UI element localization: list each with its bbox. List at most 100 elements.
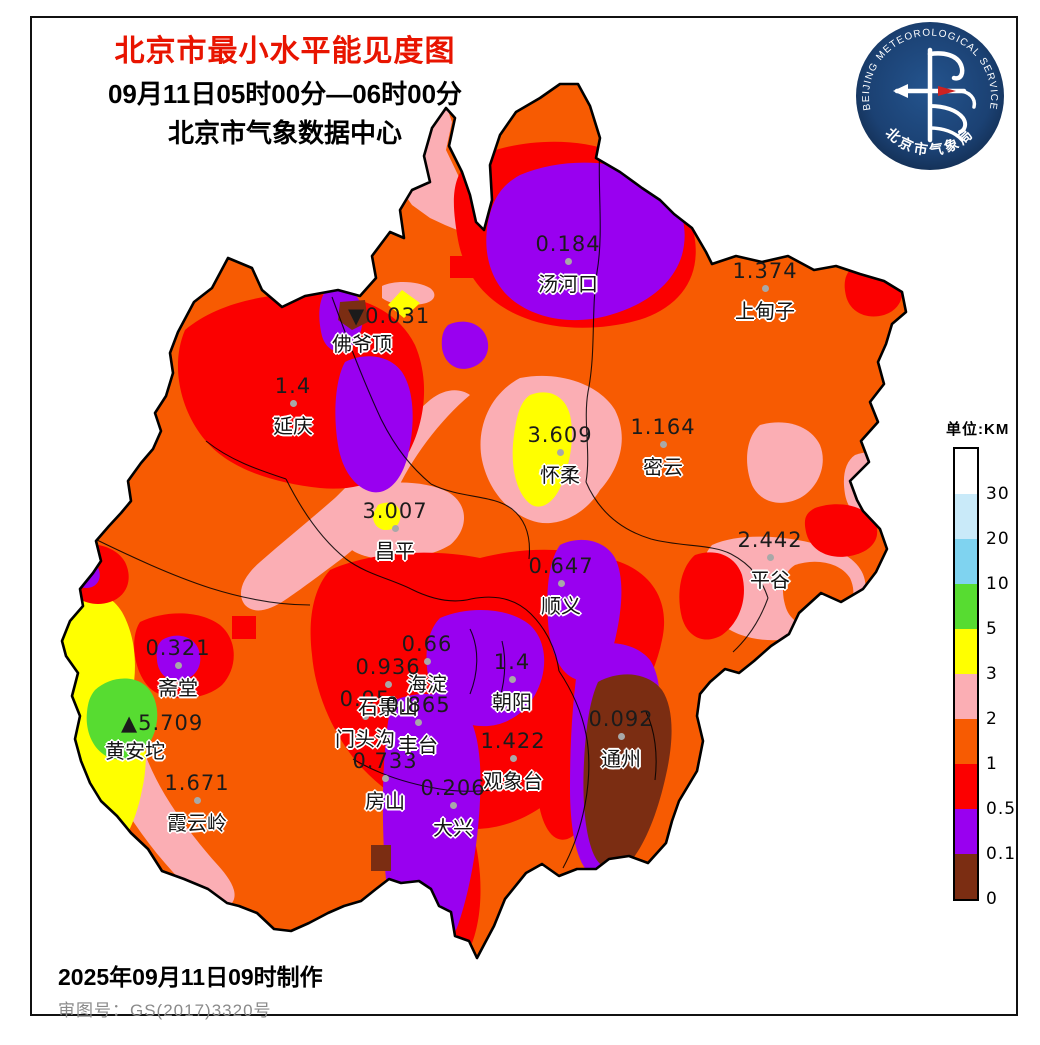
- legend-tick-label: 0.1: [986, 844, 1017, 864]
- station-dot-icon: [565, 258, 572, 265]
- station-dot-icon: [290, 400, 297, 407]
- bms-logo: BEIJING METEOROLOGICAL SERVICE 北京市气象局: [848, 14, 1012, 178]
- region-red-square-north: [450, 256, 474, 278]
- station-value: 0.733: [352, 749, 418, 773]
- legend-tick-label: 20: [986, 529, 1010, 549]
- footer-review-number: 审图号：GS(2017)3320号: [58, 1001, 272, 1020]
- region-purple-zhaitang: [156, 635, 201, 681]
- station-name: 顺义: [541, 596, 581, 618]
- station-value: 1.4: [493, 650, 531, 674]
- region-brown-square-south: [371, 845, 391, 871]
- title-time-range: 09月11日05时00分—06时00分: [107, 79, 463, 109]
- station-value: 0.66: [401, 632, 453, 656]
- legend-tick-label: 30: [986, 484, 1010, 504]
- legend-bar: [953, 447, 979, 901]
- station-value: 0.321: [145, 636, 211, 660]
- station-name: 门头沟: [335, 729, 395, 751]
- legend-segment: [955, 584, 977, 629]
- legend-tick-label: 10: [986, 574, 1010, 594]
- station-up-triangle-icon-value: ▲5.709: [121, 711, 204, 735]
- station-name: 朝阳: [492, 692, 532, 714]
- station-dot-icon: [194, 797, 201, 804]
- station-name: 房山: [365, 791, 405, 813]
- region-yellow-changping: [372, 502, 401, 530]
- station-dot-icon: [510, 755, 517, 762]
- station-name: 海淀: [407, 674, 447, 696]
- logo-arrow-red-tip: [938, 86, 956, 96]
- region-pink-changping: [336, 482, 464, 560]
- station-name: 丰台: [398, 735, 438, 757]
- station-dot-icon: [450, 802, 457, 809]
- station-dot-icon: [660, 441, 667, 448]
- station-name: 汤河口: [538, 274, 598, 296]
- station-name: 通州: [601, 749, 641, 771]
- station-name: 斋堂: [158, 678, 198, 700]
- station-name: 密云: [643, 457, 683, 479]
- region-brown-tongzhou: [583, 674, 672, 871]
- region-purple-small-ne: [441, 321, 489, 369]
- legend-segment: [955, 764, 977, 809]
- station-name: 观象台: [483, 771, 543, 793]
- region-yellow-huairou: [512, 392, 572, 507]
- legend-segment: [955, 809, 977, 854]
- legend-unit-label: 单位:KM: [946, 421, 1010, 438]
- legend-segment: [955, 539, 977, 584]
- station-name: 昌平: [375, 541, 415, 563]
- station-value: 0.206: [420, 776, 486, 800]
- legend-tick-label: 3: [986, 664, 998, 684]
- legend-tick-label: 5: [986, 619, 998, 639]
- region-purple-urban: [426, 609, 545, 727]
- title-data-source: 北京市气象数据中心: [167, 118, 402, 148]
- legend-segment: [955, 629, 977, 674]
- station-dot-icon: [509, 676, 516, 683]
- legend-tick-label: 2: [986, 709, 998, 729]
- station-dot-icon: [558, 580, 565, 587]
- legend-tick-label: 1: [986, 754, 998, 774]
- station-value: 0.184: [535, 232, 601, 256]
- legend-segment: [955, 719, 977, 764]
- station-dot-icon: [392, 525, 399, 532]
- district-boundaries: [96, 141, 769, 869]
- station-value: 0.936: [355, 655, 421, 679]
- station-name: 黄安坨: [105, 741, 165, 763]
- station-dot-icon: [767, 554, 774, 561]
- region-purple-tanghekou: [486, 162, 685, 321]
- footer-made-time: 2025年09月11日09时制作: [58, 964, 323, 990]
- region-red-east: [804, 504, 878, 557]
- region-brown-foyeding: [338, 300, 368, 330]
- legend: 单位:KM 30 20 10 5 3 2 1 0.5 0.1 0: [946, 418, 1036, 909]
- legend-tick-label: 0.5: [986, 799, 1017, 819]
- station-value: 3.007: [362, 499, 428, 523]
- title-block: 北京市最小水平能见度图 09月11日05时00分—06时00分 北京市气象数据中…: [100, 26, 470, 150]
- legend-segment: [955, 674, 977, 719]
- legend-segment: [955, 854, 977, 899]
- station-value: 1.164: [630, 415, 696, 439]
- region-pink-east-1: [747, 422, 823, 503]
- station-name: 怀柔: [540, 465, 580, 487]
- station-value: 0.092: [588, 707, 654, 731]
- station-dot-icon: [175, 662, 182, 669]
- station-value: 1.422: [480, 729, 546, 753]
- station-value: 3.609: [527, 423, 593, 447]
- station-name: 石景山: [358, 697, 418, 719]
- legend-segment: [955, 494, 977, 539]
- station-name: 霞云岭: [167, 813, 227, 835]
- beijing-outer-boundary: [60, 82, 908, 960]
- region-yellow-diamond: [388, 290, 420, 318]
- station-dot-icon: [618, 733, 625, 740]
- station-value: 1.671: [164, 771, 230, 795]
- station-name: 大兴: [433, 818, 473, 840]
- page-title: 北京市最小水平能见度图: [114, 35, 456, 68]
- station-dot-icon: [424, 658, 431, 665]
- station-name: 佛爷顶: [332, 334, 392, 356]
- legend-segment: [955, 449, 977, 494]
- station-name: 平谷: [750, 570, 790, 592]
- station-name: 延庆: [273, 416, 313, 438]
- region-green-huanganto: [86, 678, 158, 760]
- station-dot-icon: [415, 719, 422, 726]
- logo-arrow-tail: [893, 84, 908, 98]
- station-dot-icon: [385, 681, 392, 688]
